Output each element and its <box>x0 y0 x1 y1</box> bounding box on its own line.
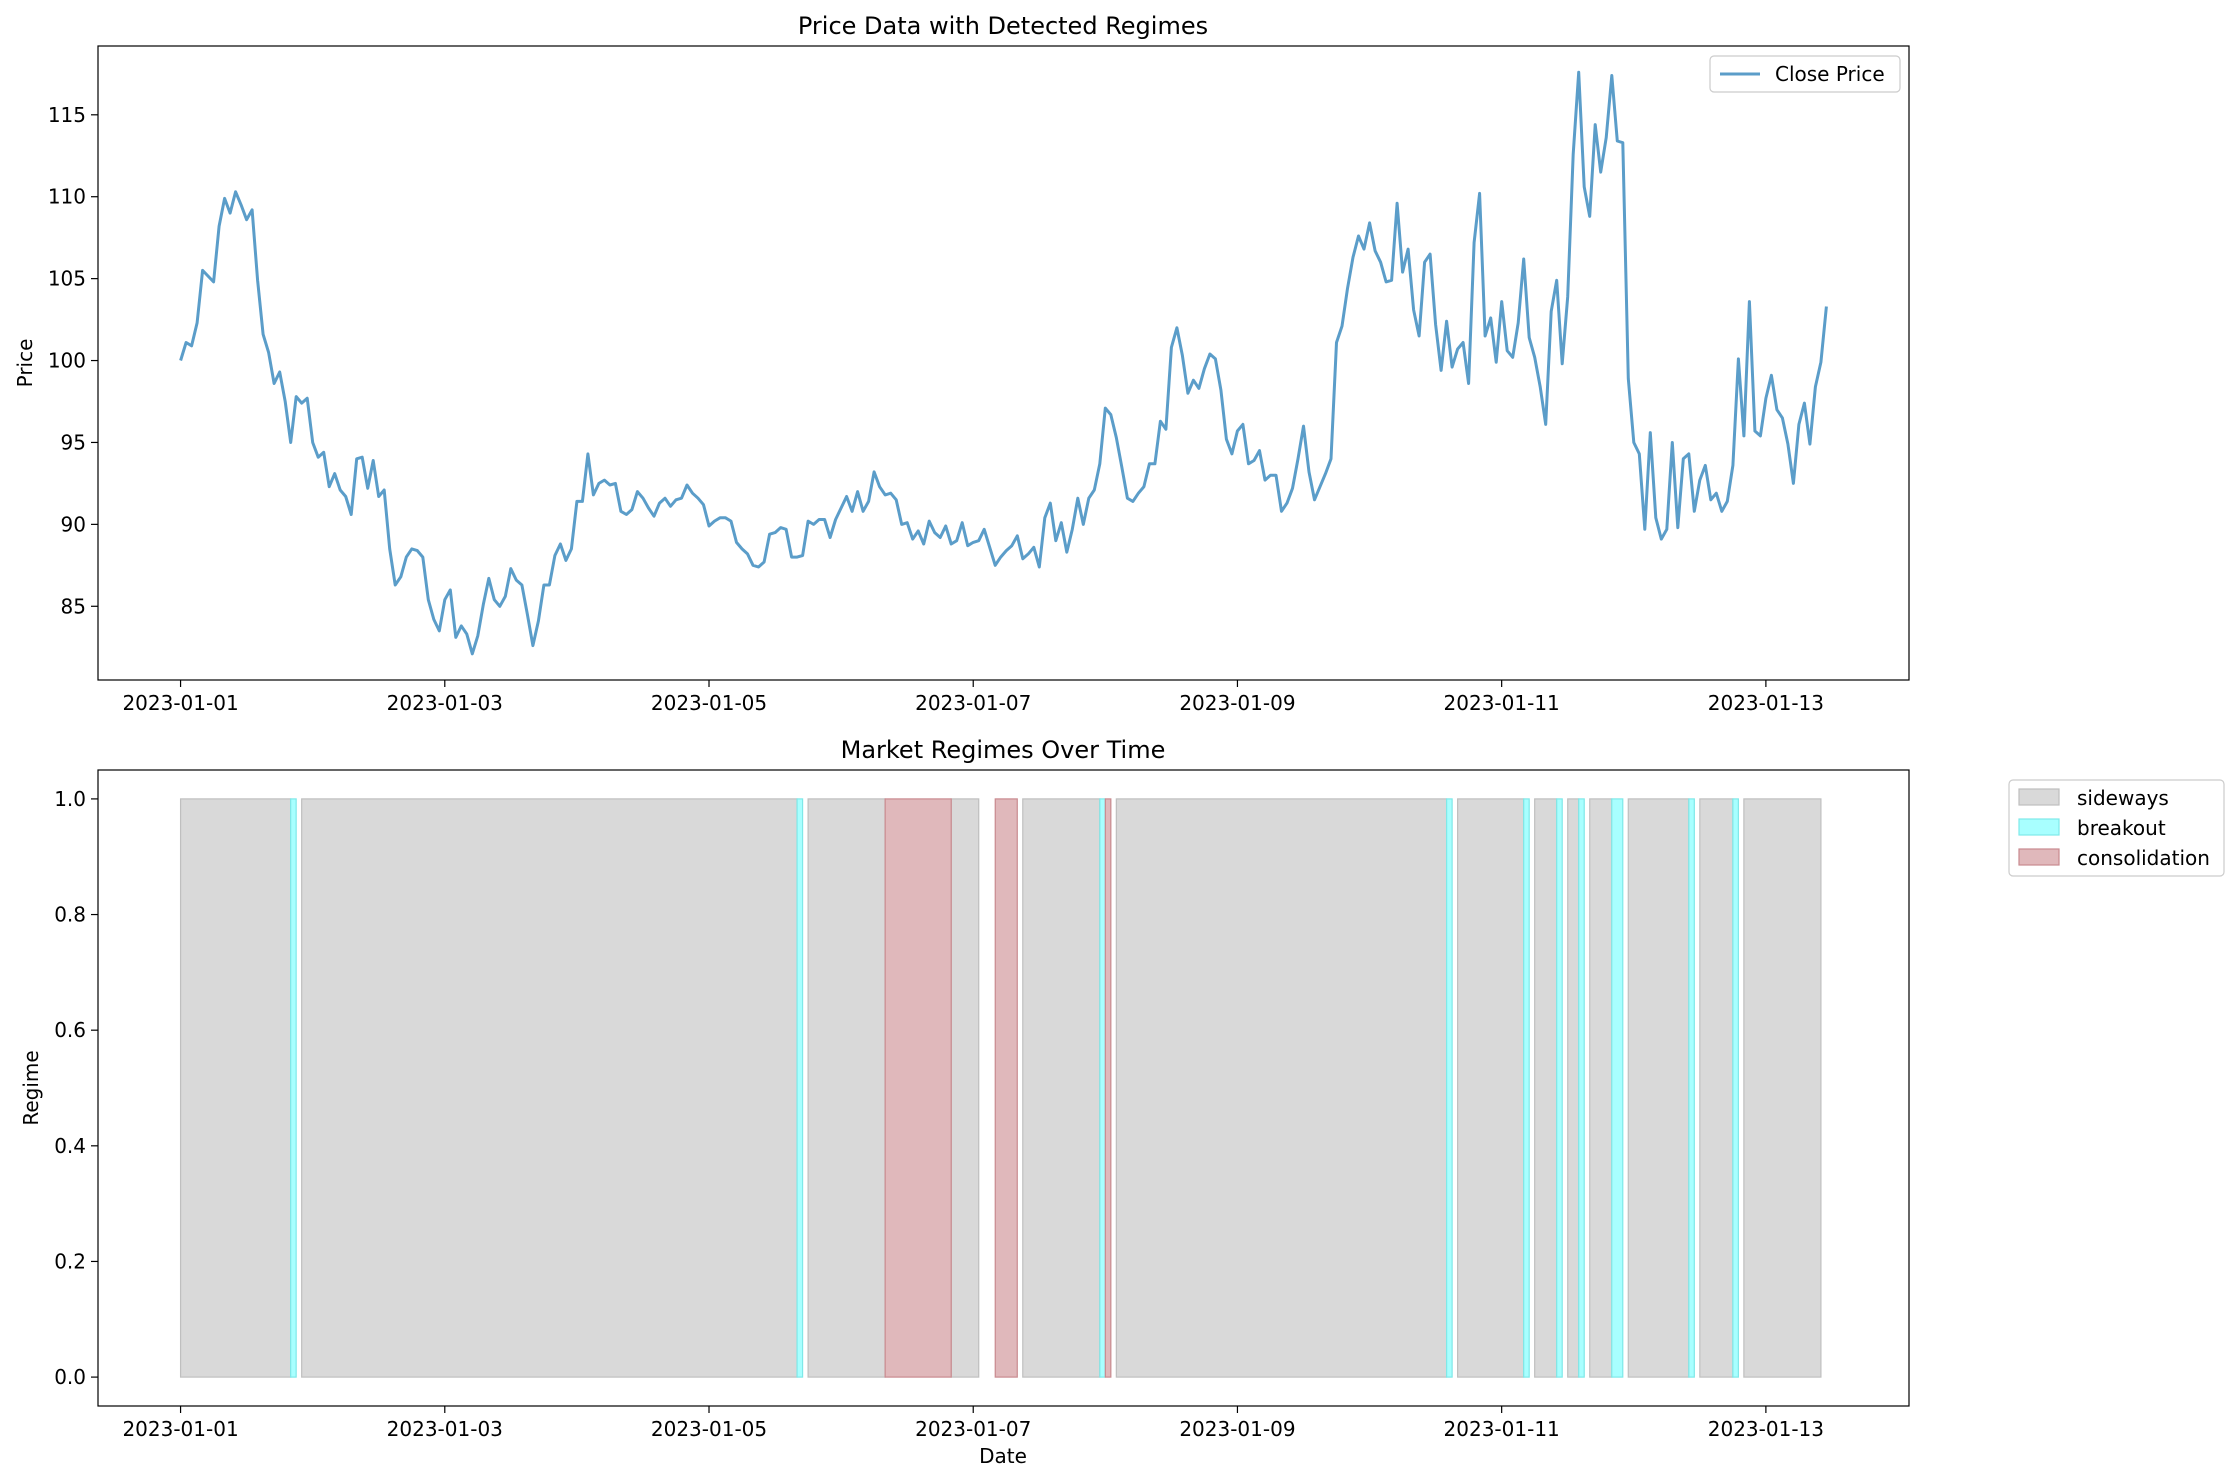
regime-band-sideways <box>1534 798 1558 1378</box>
regime-band-breakout <box>1099 798 1106 1378</box>
price-x-tick-label: 2023-01-05 <box>651 691 767 715</box>
regime-y-tick-label: 0.8 <box>54 903 86 927</box>
regime-y-tick-label: 0.2 <box>54 1249 86 1273</box>
regime-band-consolidation <box>1104 798 1112 1378</box>
regime-chart: Market Regimes Over Time 0.0 0.2 0.4 0.6 0.8… <box>19 736 2225 1468</box>
price-chart: Price Data with Detected Regimes 85 90 95 1… <box>13 12 1910 715</box>
regime-band-sideways <box>301 798 798 1378</box>
regime-band-breakout <box>1688 798 1695 1378</box>
regime-legend-label-consolidation: consolidation <box>2077 846 2210 870</box>
regime-band-breakout <box>1611 798 1624 1378</box>
price-legend: Close Price <box>1709 55 1901 93</box>
price-y-axis-label: Price <box>13 339 37 388</box>
price-x-tick-label: 2023-01-11 <box>1444 691 1560 715</box>
regime-band-sideways <box>807 798 886 1378</box>
price-y-tick-label: 105 <box>48 267 86 291</box>
regime-band-breakout <box>1578 798 1585 1378</box>
regime-legend-label-breakout: breakout <box>2077 816 2166 840</box>
regime-band-consolidation <box>994 798 1018 1378</box>
regime-x-tick-label: 2023-01-05 <box>651 1417 767 1441</box>
price-x-tick-label: 2023-01-13 <box>1708 691 1824 715</box>
regime-y-axis-label: Regime <box>19 1050 43 1125</box>
regime-band-sideways <box>1022 798 1101 1378</box>
price-y-tick-label: 100 <box>48 349 86 373</box>
regime-band-breakout <box>290 798 297 1378</box>
regime-band-breakout <box>1732 798 1739 1378</box>
regime-band-sideways <box>1589 798 1613 1378</box>
price-x-tick-label: 2023-01-01 <box>122 691 238 715</box>
regime-band-sideways <box>1567 798 1580 1378</box>
regime-band-sideways <box>1457 798 1525 1378</box>
price-y-tick-label: 85 <box>61 594 86 618</box>
price-x-tick-label: 2023-01-09 <box>1179 691 1295 715</box>
regime-legend-swatch-breakout <box>2018 818 2060 836</box>
regime-y-tick-label: 1.0 <box>54 787 86 811</box>
regime-band-breakout <box>1446 798 1453 1378</box>
regime-x-tick-label: 2023-01-01 <box>122 1417 238 1441</box>
close-price-line <box>179 70 1828 656</box>
regime-legend-label-sideways: sideways <box>2077 786 2169 810</box>
regime-legend: sideways breakout consolidation <box>2008 779 2225 877</box>
regime-y-tick-label: 0.6 <box>54 1018 86 1042</box>
regime-x-tick-label: 2023-01-11 <box>1444 1417 1560 1441</box>
price-legend-label: Close Price <box>1775 62 1885 86</box>
regime-y-tick-label: 0.0 <box>54 1365 86 1389</box>
regime-band-sideways <box>1699 798 1734 1378</box>
regime-x-tick-label: 2023-01-13 <box>1708 1417 1824 1441</box>
regime-legend-swatch-sideways <box>2018 788 2060 806</box>
regime-x-tick-label: 2023-01-09 <box>1179 1417 1295 1441</box>
regime-x-axis-label: Date <box>979 1444 1027 1468</box>
regime-legend-box <box>2008 779 2225 877</box>
price-legend-box <box>1709 55 1901 93</box>
price-y-tick-label: 95 <box>61 430 86 454</box>
price-plot-frame <box>97 45 1910 681</box>
price-x-tick-label: 2023-01-07 <box>915 691 1031 715</box>
regime-band-sideways <box>1627 798 1690 1378</box>
regime-band-breakout <box>1556 798 1563 1378</box>
regime-plot-frame <box>97 769 1910 1407</box>
price-y-tick-label: 90 <box>61 512 86 536</box>
regime-band-sideways <box>179 798 292 1378</box>
regime-y-tick-label: 0.4 <box>54 1134 86 1158</box>
price-plot-area <box>98 46 1909 680</box>
regime-legend-swatch-consolidation <box>2018 848 2060 866</box>
price-chart-title: Price Data with Detected Regimes <box>798 12 1208 40</box>
price-x-tick-label: 2023-01-03 <box>387 691 503 715</box>
price-y-tick-label: 110 <box>48 185 86 209</box>
regime-band-sideways <box>1743 798 1822 1378</box>
regime-band-sideways <box>950 798 980 1378</box>
regime-band-sideways <box>1115 798 1448 1378</box>
regime-x-tick-label: 2023-01-07 <box>915 1417 1031 1441</box>
regime-x-tick-label: 2023-01-03 <box>387 1417 503 1441</box>
regime-band-breakout <box>796 798 804 1378</box>
regime-band-consolidation <box>884 798 952 1378</box>
price-y-tick-label: 115 <box>48 103 86 127</box>
regime-chart-title: Market Regimes Over Time <box>841 736 1166 764</box>
regime-band-breakout <box>1523 798 1530 1378</box>
